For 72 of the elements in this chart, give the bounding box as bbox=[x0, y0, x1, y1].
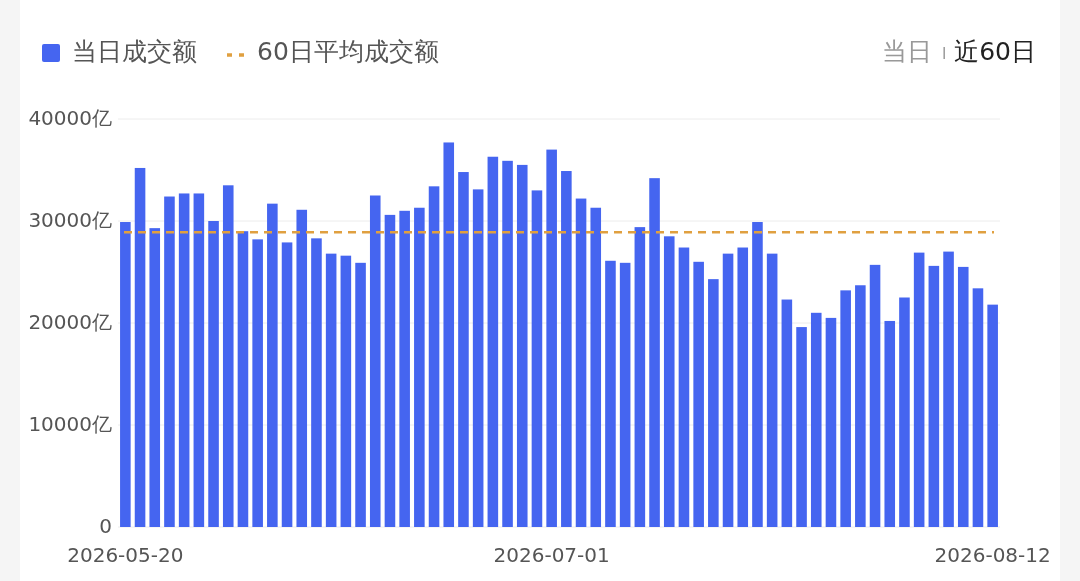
bar bbox=[972, 288, 984, 527]
bar bbox=[311, 238, 322, 527]
bar bbox=[796, 327, 807, 527]
bar bbox=[516, 164, 528, 527]
bar bbox=[899, 297, 910, 527]
bar bbox=[164, 196, 175, 527]
legend-label: 当日成交额 bbox=[72, 37, 197, 66]
y-tick-label: 30000亿 bbox=[28, 207, 112, 232]
bar bbox=[120, 222, 131, 527]
bar bbox=[722, 253, 734, 527]
bar bbox=[663, 236, 675, 527]
x-tick-label: 2026-08-12 bbox=[934, 542, 1051, 567]
bar bbox=[943, 251, 954, 527]
bar bbox=[193, 193, 205, 527]
bar bbox=[825, 317, 837, 527]
bar bbox=[619, 262, 631, 527]
bar bbox=[840, 290, 851, 527]
text: 当日 bbox=[882, 37, 933, 66]
bar bbox=[957, 266, 969, 527]
bar bbox=[810, 312, 822, 527]
bar bbox=[987, 304, 998, 527]
bar bbox=[149, 228, 161, 527]
bar bbox=[134, 167, 146, 527]
bar bbox=[766, 253, 778, 527]
bar bbox=[252, 239, 263, 527]
bar bbox=[708, 279, 719, 527]
text: 近60日 bbox=[954, 37, 1036, 66]
bar bbox=[237, 231, 249, 527]
bar bbox=[281, 242, 293, 527]
bar bbox=[752, 222, 763, 527]
bar bbox=[340, 255, 352, 527]
y-tick-label: 20000亿 bbox=[28, 309, 112, 334]
bar bbox=[869, 264, 881, 527]
bar bbox=[546, 149, 557, 527]
bar bbox=[634, 227, 646, 527]
bar bbox=[267, 203, 278, 527]
bar bbox=[561, 171, 572, 527]
bar bbox=[384, 214, 396, 527]
bar bbox=[443, 142, 455, 527]
bar bbox=[737, 247, 749, 527]
bar bbox=[178, 193, 190, 527]
bar bbox=[913, 252, 925, 527]
bar bbox=[399, 210, 410, 527]
bar bbox=[428, 186, 440, 527]
bar bbox=[855, 285, 866, 527]
bar bbox=[458, 172, 469, 527]
bar bbox=[781, 299, 793, 527]
y-tick-label: 10000亿 bbox=[28, 411, 112, 436]
y-tick-label: 40000亿 bbox=[28, 105, 112, 130]
bar bbox=[355, 262, 366, 527]
bar bbox=[325, 253, 337, 527]
bar bbox=[531, 190, 543, 527]
bar bbox=[649, 178, 660, 527]
x-tick-label: 2026-05-20 bbox=[67, 542, 184, 567]
bar bbox=[472, 189, 484, 527]
bar bbox=[590, 207, 602, 527]
bar bbox=[414, 207, 425, 527]
bar bbox=[296, 209, 308, 527]
bar bbox=[369, 195, 381, 527]
bar bbox=[208, 221, 219, 527]
bar bbox=[884, 320, 896, 527]
bar bbox=[693, 261, 704, 527]
bar bbox=[222, 185, 234, 527]
legend-label: 60日平均成交额 bbox=[257, 37, 439, 66]
y-tick-label: 0 bbox=[99, 513, 112, 538]
x-tick-label: 2026-07-01 bbox=[493, 542, 610, 567]
bar bbox=[678, 247, 690, 527]
bar bbox=[575, 198, 587, 527]
bar bbox=[502, 160, 513, 527]
bar bbox=[487, 156, 499, 527]
bar bbox=[928, 265, 940, 527]
bar bbox=[605, 260, 616, 527]
